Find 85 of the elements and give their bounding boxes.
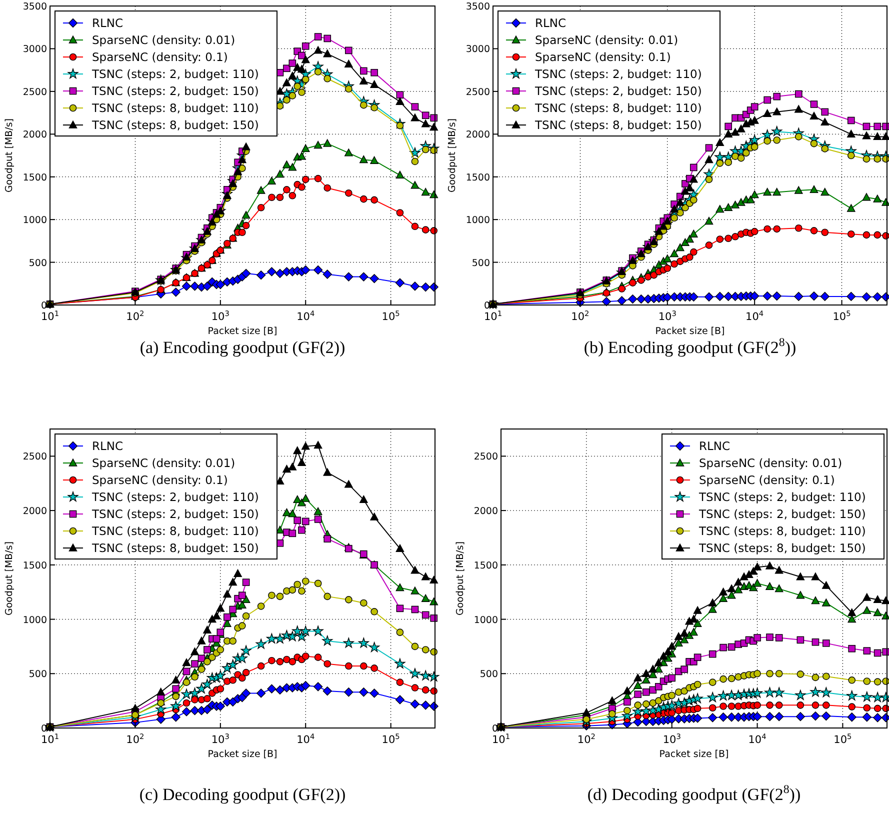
y-tick-label: 3000	[22, 44, 47, 56]
text: (a) Encoding goodput (GF(2))	[140, 338, 346, 357]
y-tick-label: 2000	[466, 130, 490, 141]
y-tick-label: 3500	[22, 2, 47, 12]
x-tick-label: 10$^{2}$	[126, 308, 144, 323]
y-tick-label: 3500	[466, 2, 490, 12]
y-axis-title: Goodput [MB/s]	[4, 118, 15, 193]
x-tick-label: 10$^{4}$	[296, 732, 315, 746]
text: (c) Decoding goodput (GF(2))	[139, 785, 346, 804]
x-tick-label: 10$^{1}$	[484, 308, 502, 323]
x-axis-title: Packet size [B]	[208, 749, 278, 760]
legend-label: TSNC (steps: 2, budget: 150)	[91, 84, 259, 98]
x-axis-title: Packet size [B]	[655, 326, 725, 337]
y-tick-label: 2000	[474, 506, 498, 518]
legend-label: TSNC (steps: 8, budget: 110)	[698, 524, 866, 538]
legend-label: SparseNC (density: 0.01)	[699, 456, 842, 470]
legend-label: SparseNC (density: 0.01)	[92, 456, 236, 470]
x-tick-label: 10$^{3}$	[662, 732, 682, 746]
y-tick-label: 2000	[22, 130, 47, 141]
legend-label: SparseNC (density: 0.1)	[92, 473, 228, 487]
y-tick-label: 3000	[466, 44, 490, 56]
x-tick-label: 10$^{2}$	[577, 732, 596, 746]
text: (d) Decoding goodput (GF(2$^{8}$))	[587, 782, 801, 804]
y-tick-label: 1500	[22, 560, 47, 572]
legend-label: TSNC (steps: 2, budget: 150)	[698, 507, 866, 521]
x-tick-label: 10$^{5}$	[382, 732, 400, 746]
y-tick-label: 1500	[466, 172, 490, 184]
x-tick-label: 10$^{1}$	[492, 732, 510, 746]
legend-label: SparseNC (density: 0.1)	[699, 473, 835, 487]
legend-label: SparseNC (density: 0.1)	[92, 50, 228, 64]
legend-label: SparseNC (density: 0.1)	[535, 50, 671, 64]
legend-label: TSNC (steps: 8, budget: 110)	[534, 101, 702, 115]
x-tick-label: 10$^{4}$	[296, 308, 315, 323]
y-tick-label: 2000	[22, 506, 47, 518]
y-tick-label: 1500	[474, 560, 498, 572]
legend-label: RLNC	[92, 439, 124, 453]
legend-label: RLNC	[92, 16, 124, 30]
y-axis-title: Goodput [MB/s]	[447, 118, 458, 193]
x-axis-title: Packet size [B]	[208, 326, 278, 337]
x-axis-title: Packet size [B]	[659, 749, 729, 760]
legend-label: TSNC (steps: 2, budget: 110)	[698, 490, 866, 504]
legend-label: TSNC (steps: 8, budget: 110)	[91, 524, 259, 538]
y-tick-label: 500	[472, 258, 490, 269]
x-tick-label: 10$^{2}$	[571, 308, 590, 323]
legend-label: TSNC (steps: 2, budget: 150)	[534, 84, 702, 98]
legend-label: RLNC	[535, 16, 566, 30]
y-tick-label: 2500	[22, 86, 47, 98]
x-tick-label: 10$^{3}$	[211, 732, 230, 746]
legend-label: TSNC (steps: 8, budget: 110)	[91, 101, 259, 115]
legend-label: TSNC (steps: 8, budget: 150)	[91, 118, 259, 132]
legend-label: TSNC (steps: 8, budget: 150)	[91, 541, 259, 555]
legend-label: TSNC (steps: 2, budget: 110)	[534, 67, 702, 81]
legend-label: TSNC (steps: 2, budget: 150)	[91, 507, 259, 521]
y-tick-label: 2500	[466, 86, 490, 98]
x-tick-label: 10$^{5}$	[382, 308, 400, 323]
y-tick-label: 500	[28, 258, 47, 269]
legend-label: TSNC (steps: 2, budget: 110)	[91, 490, 259, 504]
y-tick-label: 1000	[22, 215, 47, 226]
legend-label: SparseNC (density: 0.01)	[535, 33, 678, 47]
legend-label: TSNC (steps: 2, budget: 110)	[91, 67, 259, 81]
legend-label: TSNC (steps: 8, budget: 150)	[698, 541, 866, 555]
y-tick-label: 1500	[22, 172, 47, 184]
text: (b) Encoding goodput (GF(2$^{8}$))	[584, 335, 796, 357]
x-tick-label: 10$^{4}$	[746, 308, 764, 323]
x-tick-label: 10$^{5}$	[834, 732, 852, 746]
y-tick-label: 1000	[22, 614, 47, 626]
y-tick-label: 500	[480, 669, 498, 680]
y-tick-label: 1000	[466, 215, 490, 226]
legend-label: RLNC	[699, 439, 730, 453]
x-tick-label: 10$^{1}$	[40, 732, 60, 746]
x-tick-label: 10$^{4}$	[748, 732, 767, 746]
y-tick-label: 0	[40, 300, 47, 312]
y-tick-label: 2500	[474, 452, 498, 463]
y-axis-title: Goodput [MB/s]	[455, 541, 466, 616]
y-axis-title: Goodput [MB/s]	[4, 541, 15, 616]
y-tick-label: 2500	[22, 452, 47, 463]
legend-label: TSNC (steps: 8, budget: 150)	[534, 118, 702, 132]
x-tick-label: 10$^{3}$	[211, 308, 230, 323]
x-tick-label: 10$^{2}$	[126, 732, 144, 746]
legend-label: SparseNC (density: 0.01)	[92, 33, 236, 47]
y-tick-label: 500	[28, 669, 47, 680]
x-tick-label: 10$^{1}$	[40, 308, 60, 323]
x-tick-label: 10$^{3}$	[658, 308, 677, 323]
x-tick-label: 10$^{5}$	[832, 308, 852, 323]
y-tick-label: 1000	[474, 614, 498, 626]
